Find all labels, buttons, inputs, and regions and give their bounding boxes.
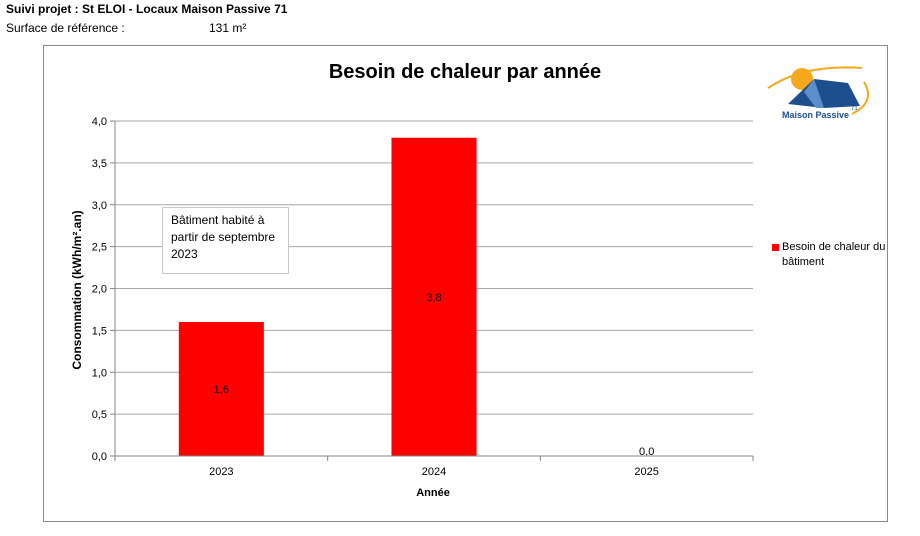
sun-arc-icon <box>767 66 863 89</box>
annotation-text: Bâtiment habité à partir de septembre 20… <box>171 213 276 261</box>
surface-row: Surface de référence : 131 m² <box>6 21 246 35</box>
annotation-box: Bâtiment habité à partir de septembre 20… <box>162 207 289 274</box>
legend-swatch <box>772 244 779 251</box>
data-label-2025: 0,0 <box>639 446 654 458</box>
y-tick-label: 3,5 <box>92 158 107 170</box>
y-tick-label: 3,0 <box>92 200 107 212</box>
swoosh-icon <box>851 81 869 115</box>
data-label-2024: 3,8 <box>426 292 441 304</box>
chart-title: Besoin de chaleur par année <box>329 61 601 83</box>
project-title: Suivi projet : St ELOI - Locaux Maison P… <box>6 2 288 16</box>
y-axis-title: Consommation (kWh/m².an) <box>70 210 84 369</box>
logo-superscript: 71 <box>851 106 858 112</box>
logo-text: Maison Passive <box>782 110 850 120</box>
roof-icon <box>788 79 860 108</box>
y-tick-label: 1,5 <box>92 325 107 337</box>
y-tick-label: 4,0 <box>92 116 107 128</box>
y-tick-label: 2,0 <box>92 284 107 296</box>
data-label-2023: 1,6 <box>214 384 229 396</box>
surface-value: 131 m² <box>209 21 247 35</box>
x-tick-label: 2025 <box>634 466 658 478</box>
chart-legend: Besoin de chaleur du bâtiment <box>772 240 897 270</box>
maison-passive-logo <box>767 66 869 115</box>
x-tick-label: 2024 <box>422 466 446 478</box>
legend-label: Besoin de chaleur du bâtiment <box>782 241 886 268</box>
y-tick-label: 2,5 <box>92 242 107 254</box>
x-axis-title: Année <box>416 487 450 499</box>
roof-highlight-icon <box>804 79 824 108</box>
y-tick-label: 0,5 <box>92 409 107 421</box>
y-tick-label: 1,0 <box>92 367 107 379</box>
y-tick-label: 0,0 <box>92 451 107 463</box>
bar-2024 <box>391 137 477 456</box>
surface-label: Surface de référence : <box>6 21 125 35</box>
bar-2023 <box>178 322 264 456</box>
x-tick-label: 2023 <box>209 466 233 478</box>
